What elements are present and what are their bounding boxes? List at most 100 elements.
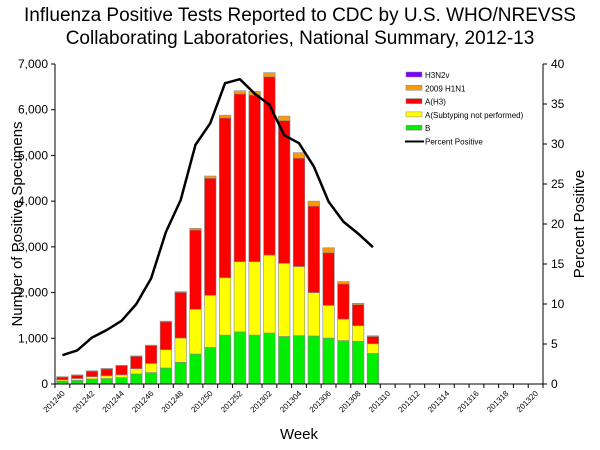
bar-segment-b: [366, 353, 380, 385]
x-tick-label: 201240: [42, 389, 68, 415]
x-tick-label: 201244: [101, 389, 127, 415]
bar-segment-a-subtyping-not-performed-: [248, 261, 261, 336]
y-axis-label: Number of Positive Specimens: [9, 121, 26, 326]
bar-segment-2009-h1n1: [204, 175, 217, 179]
y-tick-label: 1,000: [18, 331, 48, 345]
bar-segment-b: [322, 337, 335, 385]
bar-segment-a-h3-: [307, 205, 320, 293]
bar-segment-a-h3-: [278, 120, 291, 264]
y-tick-label: 3,000: [18, 240, 48, 254]
y2-tick-label: 5: [551, 337, 558, 351]
bar-segment-a-h3-: [145, 345, 158, 364]
bar-segment-2009-h1n1: [337, 281, 350, 285]
bar-segment-b: [100, 378, 113, 385]
y-tick-label: 5,000: [18, 148, 48, 162]
bar-segment-a-h3-: [159, 321, 172, 351]
bar-segment-a-subtyping-not-performed-: [85, 376, 99, 380]
bar-segment-b: [71, 380, 84, 385]
bar-segment-a-subtyping-not-performed-: [233, 261, 246, 333]
bar-segment-2009-h1n1: [292, 152, 306, 159]
y-tick-label: 4,000: [18, 194, 48, 208]
y2-tick-label: 40: [551, 57, 565, 71]
bar-segment-b: [278, 336, 291, 385]
bar-segment-2009-h1n1: [307, 200, 320, 207]
bar-segment-a-h3-: [71, 375, 84, 379]
bar-segment-b: [352, 340, 365, 385]
x-tick-label: 201246: [130, 389, 156, 415]
x-tick-label: 201314: [426, 389, 452, 415]
legend-swatch: [405, 124, 423, 131]
bar-segment-a-h3-: [100, 368, 113, 377]
legend-label: Percent Positive: [425, 138, 483, 147]
bar-segment-a-subtyping-not-performed-: [352, 325, 365, 342]
bar-segment-a-h3-: [174, 292, 187, 339]
percent-positive-line: [62, 77, 374, 357]
bar-segment-b: [159, 367, 172, 385]
bar-segment-a-h3-: [218, 117, 232, 279]
x-tick-label: 201304: [278, 389, 304, 415]
bar-segment-a-h3-: [292, 157, 306, 267]
y-tick-label: 0: [41, 377, 48, 391]
bar-segment-2009-h1n1: [189, 228, 202, 231]
bar-segment-a-subtyping-not-performed-: [307, 292, 320, 337]
x-tick-label: 201320: [515, 389, 541, 415]
x-tick-label: 201312: [396, 389, 422, 415]
y2-tick-label: 25: [551, 177, 565, 191]
x-tick-label: 201250: [189, 389, 215, 415]
y-tick-label: 6,000: [18, 103, 48, 117]
bar-segment-a-subtyping-not-performed-: [292, 266, 306, 336]
bar-segment-b: [145, 372, 158, 385]
bar-segment-2009-h1n1: [159, 320, 172, 323]
legend-label: B: [425, 124, 430, 133]
bar-segment-b: [115, 377, 128, 385]
x-tick-label: 201248: [160, 389, 186, 415]
bar-segment-a-h3-: [337, 283, 350, 320]
x-tick-label: 201242: [71, 389, 97, 415]
y2-tick-label: 15: [551, 257, 565, 271]
bar-segment-2009-h1n1: [366, 335, 380, 337]
bar-segment-b: [248, 334, 261, 385]
bar-segment-2009-h1n1: [263, 72, 276, 78]
bar-segment-a-h3-: [115, 365, 128, 376]
bar-segment-a-h3-: [204, 177, 217, 296]
bar-segment-a-subtyping-not-performed-: [204, 295, 217, 348]
legend-label: A(H3): [425, 98, 446, 107]
y2-tick-label: 0: [551, 377, 558, 391]
y2-tick-label: 35: [551, 97, 565, 111]
bar-segment-b: [189, 353, 202, 385]
bar-segment-b: [233, 331, 246, 385]
bar-segment-a-subtyping-not-performed-: [263, 254, 276, 334]
bar-segment-a-subtyping-not-performed-: [189, 308, 202, 355]
legend-swatch: [405, 71, 423, 78]
legend-label: H3N2v: [425, 71, 449, 80]
bar-segment-2009-h1n1: [278, 115, 291, 121]
x-tick-label: 201318: [485, 389, 511, 415]
legend-label: 2009 H1N1: [425, 84, 466, 93]
bar-segment-2009-h1n1: [233, 90, 246, 95]
bar-segment-a-h3-: [248, 94, 261, 263]
y2-tick-label: 30: [551, 137, 565, 151]
bar-segment-b: [130, 373, 143, 385]
bar-segment-a-h3-: [322, 252, 335, 306]
chart-title: Influenza Positive Tests Reported to CDC…: [24, 5, 576, 49]
bar-segment-a-h3-: [366, 336, 380, 345]
bar-segment-a-h3-: [352, 304, 365, 327]
legend-swatch: [405, 85, 423, 91]
bar-segment-a-h3-: [85, 370, 99, 377]
bar-segment-b: [218, 334, 232, 385]
bar-segment-a-h3-: [233, 93, 246, 263]
y-tick-label: 2,000: [18, 286, 48, 300]
bar-segment-2009-h1n1: [352, 303, 365, 305]
legend-swatch: [405, 111, 423, 118]
legend-swatch: [405, 98, 423, 104]
y-tick-label: 7,000: [18, 57, 48, 71]
bar-segment-b: [292, 335, 306, 385]
bar-segment-a-subtyping-not-performed-: [174, 337, 187, 363]
x-tick-label: 201302: [249, 389, 275, 415]
bar-segment-a-subtyping-not-performed-: [278, 263, 291, 337]
bar-segment-2009-h1n1: [174, 291, 187, 293]
bar-segment-a-subtyping-not-performed-: [145, 363, 158, 373]
bar-segment-a-h3-: [130, 356, 143, 369]
bar-segment-2009-h1n1: [218, 114, 232, 119]
